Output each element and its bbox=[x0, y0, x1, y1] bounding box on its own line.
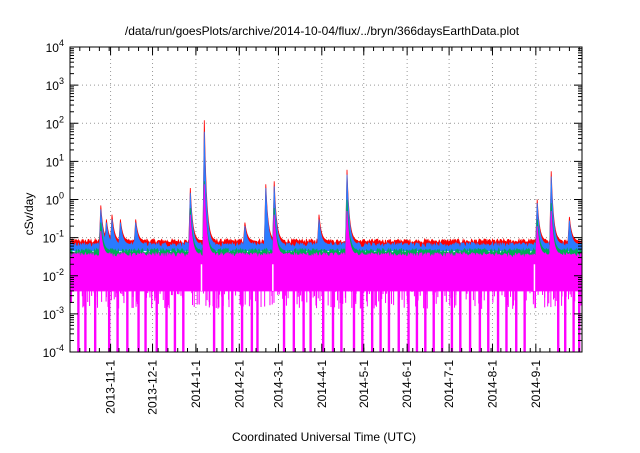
x-tick-label: 2014-6-1 bbox=[400, 360, 414, 408]
y-tick-label: 10-2 bbox=[43, 267, 64, 284]
dropout-mark bbox=[77, 290, 80, 352]
x-tick-label: 2014-7-1 bbox=[442, 360, 456, 408]
dropout-mark bbox=[182, 290, 185, 352]
dropout-mark bbox=[397, 290, 400, 352]
dropout-mark bbox=[361, 290, 364, 352]
dropout-mark bbox=[387, 290, 391, 352]
dropout-mark bbox=[468, 290, 472, 352]
dropout-mark bbox=[155, 290, 158, 352]
y-axis-label: cSv/day bbox=[22, 193, 36, 236]
dropout-mark bbox=[459, 290, 462, 352]
dropout-mark bbox=[340, 290, 343, 352]
y-tick-label: 100 bbox=[46, 191, 64, 208]
dropout-mark bbox=[240, 290, 244, 352]
dropout-mark bbox=[440, 290, 444, 352]
dropout-mark bbox=[557, 290, 560, 352]
dropout-mark bbox=[432, 290, 435, 352]
dropout-mark bbox=[292, 290, 296, 352]
x-tick-label: 2014-1-1 bbox=[189, 360, 203, 408]
x-tick-label: 2014-9-1 bbox=[529, 360, 543, 408]
dropout-mark bbox=[107, 290, 111, 352]
dropout-mark bbox=[515, 290, 518, 352]
dropout-mark bbox=[352, 290, 356, 352]
dropout-mark bbox=[165, 290, 168, 352]
x-axis-label: Coordinated Universal Time (UTC) bbox=[232, 430, 416, 444]
dropout-mark bbox=[578, 290, 581, 352]
dropout-mark bbox=[302, 290, 305, 352]
dropout-mark bbox=[505, 290, 508, 352]
dropout-mark bbox=[407, 290, 410, 352]
x-tick-label: 2013-12-1 bbox=[146, 360, 160, 415]
x-tick-label: 2014-2-1 bbox=[232, 360, 246, 408]
series-2-line bbox=[69, 131, 583, 252]
dropout-mark bbox=[231, 290, 234, 352]
dropout-mark bbox=[564, 290, 567, 352]
dropout-mark bbox=[221, 290, 224, 352]
dropout-mark bbox=[487, 290, 490, 352]
dropout-mark bbox=[309, 290, 312, 352]
dropout-mark bbox=[331, 290, 335, 352]
dropout-mark bbox=[523, 290, 526, 352]
dropout-mark bbox=[250, 290, 254, 352]
plot-area: 10-4 10-3 10-2 10-1 100 101 102 103 104 2013-11-1… bbox=[43, 38, 583, 415]
dropout-mark bbox=[572, 290, 575, 352]
x-tick-label: 2014-3-1 bbox=[271, 360, 285, 408]
y-tick-label: 101 bbox=[46, 152, 64, 169]
x-tick-label: 2013-11-1 bbox=[104, 360, 118, 414]
dropout-mark bbox=[424, 290, 427, 352]
dropout-mark bbox=[212, 290, 216, 352]
dropout-mark bbox=[126, 290, 129, 352]
series-1-line bbox=[69, 120, 583, 248]
chart-title: /data/run/goesPlots/archive/2014-10-04/f… bbox=[125, 24, 520, 38]
dropout-mark bbox=[137, 290, 140, 352]
series-4-line bbox=[69, 184, 583, 292]
y-tick-label: 10-3 bbox=[43, 305, 64, 322]
dropout-mark bbox=[370, 290, 374, 352]
dropout-mark bbox=[478, 290, 482, 352]
dropout-mark bbox=[144, 290, 147, 352]
y-tick-label: 102 bbox=[46, 114, 64, 131]
dropout-mark bbox=[256, 290, 259, 352]
dropout-mark bbox=[173, 290, 177, 352]
y-tick-label: 10-4 bbox=[43, 343, 64, 360]
dropout-mark bbox=[379, 290, 382, 352]
dropout-mark bbox=[322, 290, 325, 352]
x-tick-label: 2014-4-1 bbox=[315, 360, 329, 408]
dropout-mark bbox=[415, 290, 419, 352]
y-tick-label: 10-1 bbox=[43, 229, 64, 246]
dropout-mark bbox=[84, 290, 87, 352]
dropout-mark bbox=[282, 290, 286, 352]
x-tick-label: 2014-5-1 bbox=[357, 360, 371, 408]
dropout-mark bbox=[116, 290, 119, 352]
dropout-mark bbox=[450, 290, 454, 352]
x-tick-label: 2014-8-1 bbox=[485, 360, 499, 408]
dropout-mark bbox=[93, 290, 97, 352]
y-tick-label: 104 bbox=[46, 38, 64, 55]
dropout-mark bbox=[496, 290, 500, 352]
y-tick-label: 103 bbox=[46, 76, 64, 93]
series-3-line bbox=[69, 181, 583, 258]
